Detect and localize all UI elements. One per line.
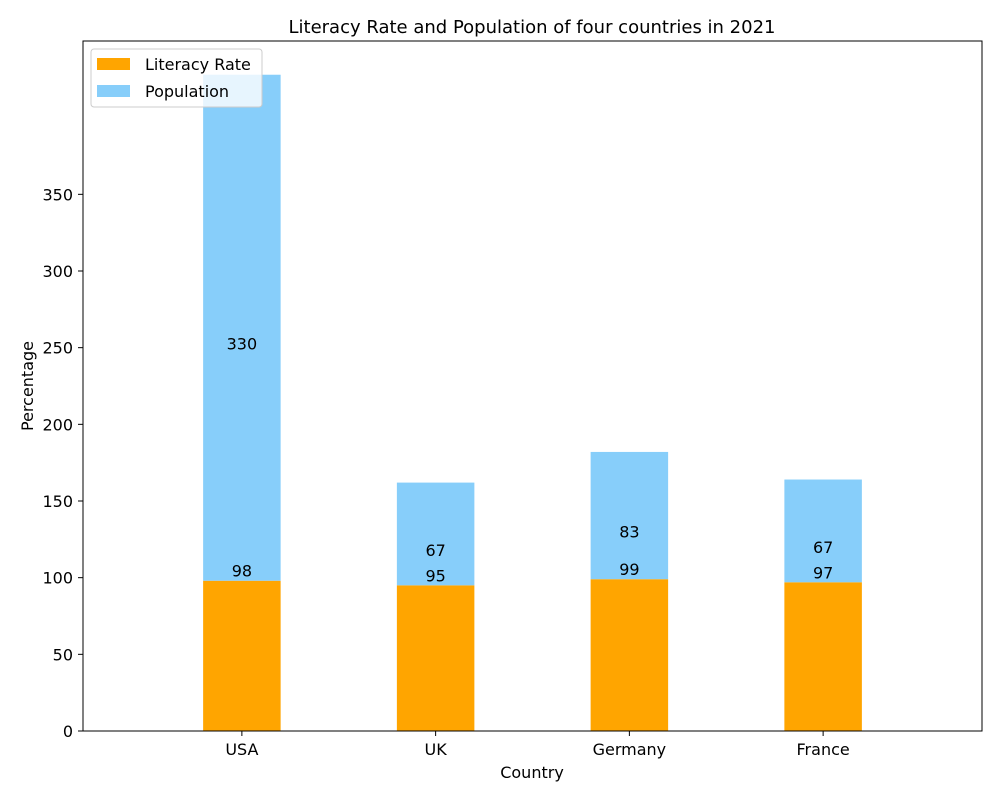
- y-tick-label: 150: [42, 492, 73, 511]
- bars-layer: [203, 74, 862, 731]
- data-label-population-uk: 67: [425, 541, 445, 560]
- y-tick-label: 250: [42, 339, 73, 358]
- x-axis: USA UK Germany France: [225, 731, 850, 759]
- x-tick-label-uk: UK: [425, 740, 448, 759]
- bar-literacy-france: [784, 582, 862, 731]
- y-tick-label: 0: [63, 722, 73, 741]
- y-axis: 0 50 100 150 200 250 300 350: [42, 185, 83, 741]
- data-label-literacy-france: 97: [813, 563, 833, 582]
- legend: Literacy Rate Population: [90, 48, 263, 108]
- data-label-literacy-usa: 98: [232, 562, 252, 581]
- y-tick-label: 200: [42, 415, 73, 434]
- y-tick-label: 300: [42, 262, 73, 281]
- plot-frame: [82, 40, 983, 732]
- bar-population-usa: [203, 74, 281, 581]
- chart-title: Literacy Rate and Population of four cou…: [289, 17, 776, 38]
- legend-swatch-literacy-rate: [97, 58, 130, 70]
- y-tick-label: 350: [42, 185, 73, 204]
- bar-literacy-usa: [203, 580, 281, 731]
- data-label-population-germany: 83: [619, 523, 639, 542]
- x-tick-label-usa: USA: [225, 740, 258, 759]
- bar-population-france: [784, 479, 862, 583]
- y-tick-label: 100: [42, 569, 73, 588]
- data-label-literacy-germany: 99: [619, 560, 639, 579]
- legend-label-population: Population: [145, 82, 229, 101]
- data-label-literacy-uk: 95: [425, 566, 445, 585]
- x-axis-label: Country: [500, 763, 564, 782]
- y-axis-label: Percentage: [18, 341, 37, 431]
- y-tick-label: 50: [53, 645, 73, 664]
- bar-population-uk: [396, 482, 475, 586]
- bar-literacy-uk: [396, 585, 475, 731]
- legend-box: [90, 48, 263, 108]
- data-label-population-usa: 330: [227, 335, 258, 354]
- x-tick-label-germany: Germany: [593, 740, 667, 759]
- x-tick-label-france: France: [797, 740, 850, 759]
- bar-population-germany: [590, 451, 669, 580]
- legend-swatch-population: [97, 85, 130, 97]
- legend-label-literacy-rate: Literacy Rate: [145, 55, 251, 74]
- data-label-population-france: 67: [813, 538, 833, 557]
- data-labels: 98 330 95 67 99 83 97 67: [227, 335, 834, 586]
- bar-literacy-germany: [590, 579, 669, 731]
